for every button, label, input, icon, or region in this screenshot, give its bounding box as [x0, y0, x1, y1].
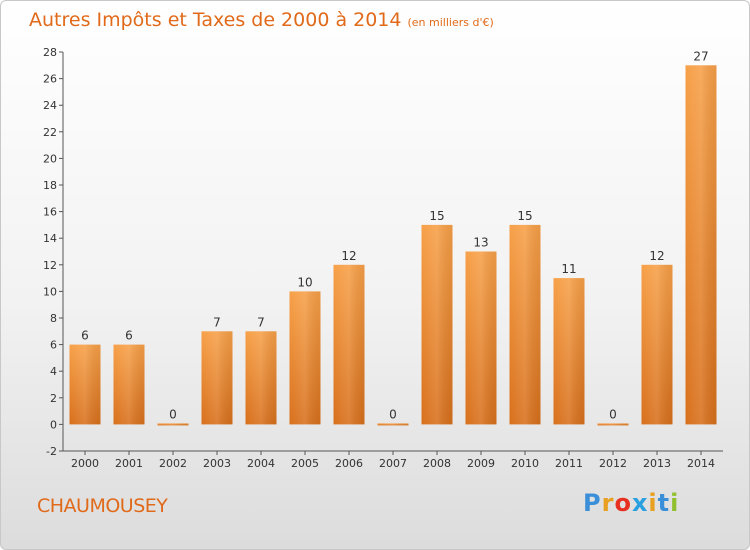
y-tick-label: 28 — [43, 46, 57, 59]
y-tick-label: 18 — [43, 179, 57, 192]
bar-shade — [421, 224, 453, 425]
bar-shade — [465, 251, 497, 425]
y-tick-label: 26 — [43, 73, 57, 86]
x-tick-label: 2005 — [291, 457, 319, 470]
bar-value-label: 7 — [257, 315, 265, 329]
chart-title-text: Autres Impôts et Taxes de 2000 à 2014 — [29, 9, 402, 31]
logo-letter: i — [670, 489, 680, 517]
y-tick-label: 14 — [43, 232, 57, 245]
bar-shade — [641, 264, 673, 425]
logo-letter: i — [648, 489, 658, 517]
chart-title: Autres Impôts et Taxes de 2000 à 2014 (en… — [29, 9, 494, 31]
y-tick-label: 4 — [50, 365, 57, 378]
logo-letter: o — [614, 489, 632, 517]
y-tick-label: 20 — [43, 152, 57, 165]
bar-shade — [553, 278, 585, 425]
bar-value-label: 12 — [341, 249, 356, 263]
bar-shade — [69, 344, 101, 425]
y-tick-label: 24 — [43, 99, 57, 112]
bar-shade — [245, 331, 277, 425]
bar-value-label: 15 — [517, 209, 532, 223]
bar-value-label: 13 — [473, 236, 488, 250]
x-tick-label: 2009 — [467, 457, 495, 470]
logo-letter: r — [601, 489, 615, 517]
bar-shade — [597, 423, 629, 426]
bar-value-label: 12 — [649, 249, 664, 263]
x-tick-label: 2006 — [335, 457, 363, 470]
bar-shade — [377, 423, 409, 426]
x-tick-label: 2008 — [423, 457, 451, 470]
proxiti-logo: Proxiti — [583, 489, 679, 517]
y-tick-label: 6 — [50, 339, 57, 352]
y-tick-label: -2 — [46, 445, 57, 458]
bar-shade — [289, 291, 321, 425]
x-tick-label: 2012 — [599, 457, 627, 470]
bar-shade — [113, 344, 145, 425]
y-tick-label: 12 — [43, 259, 57, 272]
x-tick-label: 2011 — [555, 457, 583, 470]
x-tick-label: 2013 — [643, 457, 671, 470]
y-tick-label: 22 — [43, 126, 57, 139]
y-tick-label: 8 — [50, 312, 57, 325]
y-tick-label: 2 — [50, 392, 57, 405]
x-tick-label: 2004 — [247, 457, 275, 470]
bar-shade — [333, 264, 365, 425]
bar-value-label: 15 — [429, 209, 444, 223]
logo-letter: P — [583, 489, 602, 517]
x-tick-label: 2000 — [71, 457, 99, 470]
y-tick-label: 0 — [50, 418, 57, 431]
chart-bars: 6 6 0 7 7 10 12 0 15 13 15 11 0 12 27 — [69, 49, 717, 426]
y-tick-label: 16 — [43, 206, 57, 219]
bar-value-label: 0 — [169, 407, 177, 421]
bar-value-label: 7 — [213, 315, 221, 329]
bar-value-label: 0 — [389, 407, 397, 421]
x-tick-label: 2007 — [379, 457, 407, 470]
x-tick-label: 2001 — [115, 457, 143, 470]
bar-value-label: 11 — [561, 262, 576, 276]
bar-shade — [509, 224, 541, 425]
commune-name: CHAUMOUSEY — [37, 495, 168, 517]
chart-unit: (en milliers d'€) — [407, 16, 494, 29]
x-tick-label: 2002 — [159, 457, 187, 470]
y-tick-label: 10 — [43, 285, 57, 298]
x-tick-label: 2014 — [687, 457, 715, 470]
bar-shade — [157, 423, 189, 426]
bar-value-label: 10 — [297, 275, 312, 289]
x-tick-label: 2003 — [203, 457, 231, 470]
bar-value-label: 6 — [81, 329, 89, 343]
logo-letter: x — [631, 489, 649, 517]
bar-value-label: 6 — [125, 329, 133, 343]
bar-shade — [685, 65, 717, 425]
bar-value-label: 0 — [609, 407, 617, 421]
logo-letter: t — [657, 489, 671, 517]
bar-shade — [201, 331, 233, 425]
bar-value-label: 27 — [693, 49, 708, 63]
x-tick-label: 2010 — [511, 457, 539, 470]
